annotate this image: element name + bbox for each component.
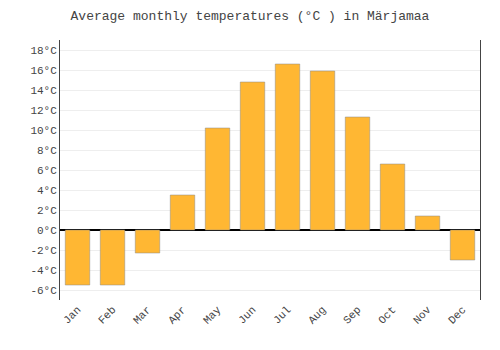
svg-text:4°C: 4°C bbox=[37, 185, 57, 197]
svg-text:Apr: Apr bbox=[166, 304, 188, 326]
svg-text:10°C: 10°C bbox=[30, 125, 57, 137]
svg-text:Nov: Nov bbox=[411, 304, 434, 327]
svg-text:Jul: Jul bbox=[271, 304, 293, 326]
svg-text:-2°C: -2°C bbox=[30, 245, 57, 257]
svg-text:6°C: 6°C bbox=[37, 165, 57, 177]
svg-text:Average monthly temperatures (: Average monthly temperatures (°C ) in Mä… bbox=[71, 9, 430, 24]
svg-text:Sep: Sep bbox=[341, 304, 363, 326]
svg-text:16°C: 16°C bbox=[30, 65, 57, 77]
svg-text:-6°C: -6°C bbox=[30, 285, 57, 297]
svg-text:14°C: 14°C bbox=[30, 85, 57, 97]
svg-text:Oct: Oct bbox=[376, 304, 398, 326]
svg-text:Mar: Mar bbox=[131, 304, 153, 326]
svg-text:May: May bbox=[201, 304, 224, 327]
svg-text:8°C: 8°C bbox=[37, 145, 57, 157]
svg-text:Jan: Jan bbox=[61, 304, 83, 326]
svg-text:Dec: Dec bbox=[446, 304, 468, 326]
svg-text:2°C: 2°C bbox=[37, 205, 57, 217]
svg-text:0°C: 0°C bbox=[37, 225, 57, 237]
svg-text:12°C: 12°C bbox=[30, 105, 57, 117]
svg-text:Aug: Aug bbox=[306, 304, 328, 326]
svg-text:Jun: Jun bbox=[236, 304, 258, 326]
svg-text:-4°C: -4°C bbox=[30, 265, 57, 277]
svg-text:Feb: Feb bbox=[96, 304, 118, 326]
svg-text:18°C: 18°C bbox=[30, 45, 57, 57]
